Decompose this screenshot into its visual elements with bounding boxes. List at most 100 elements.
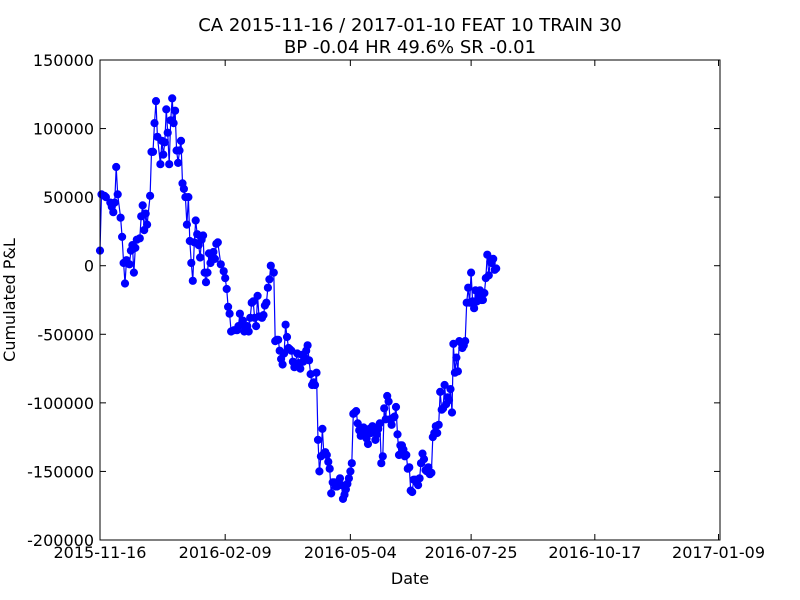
data-point bbox=[179, 184, 188, 193]
data-point bbox=[171, 106, 180, 115]
data-point bbox=[263, 283, 272, 292]
data-point bbox=[274, 335, 283, 344]
data-point bbox=[467, 268, 476, 277]
data-point bbox=[433, 428, 442, 438]
data-point bbox=[377, 459, 386, 468]
data-point bbox=[174, 158, 183, 167]
data-point bbox=[156, 160, 165, 169]
x-tick-label: 2016-05-04 bbox=[304, 543, 397, 562]
data-point bbox=[221, 274, 230, 283]
data-point bbox=[480, 289, 489, 298]
data-point bbox=[101, 193, 111, 202]
data-point bbox=[352, 407, 361, 416]
data-point bbox=[163, 128, 172, 137]
data-point bbox=[262, 298, 271, 307]
series-group bbox=[95, 94, 501, 503]
data-point bbox=[112, 162, 121, 172]
data-point bbox=[238, 316, 247, 325]
data-point bbox=[436, 387, 445, 396]
data-point bbox=[363, 439, 373, 449]
data-point bbox=[165, 160, 174, 169]
data-point bbox=[461, 337, 470, 346]
data-point bbox=[444, 396, 454, 405]
data-point bbox=[113, 190, 122, 199]
data-point bbox=[315, 467, 324, 476]
data-point bbox=[303, 341, 312, 350]
data-point bbox=[470, 304, 479, 313]
data-point bbox=[116, 213, 125, 222]
series-line bbox=[99, 98, 497, 500]
x-tick-label: 2015-11-16 bbox=[54, 543, 147, 562]
data-point bbox=[325, 464, 334, 473]
data-point bbox=[129, 268, 138, 277]
x-tick-label: 2017-01-09 bbox=[672, 543, 765, 562]
data-point bbox=[344, 474, 353, 483]
data-point bbox=[159, 150, 168, 159]
data-point bbox=[434, 420, 443, 429]
data-point bbox=[150, 119, 159, 128]
data-point bbox=[160, 138, 169, 147]
data-point bbox=[346, 467, 355, 476]
data-point bbox=[415, 474, 424, 483]
data-point bbox=[109, 208, 118, 217]
data-point bbox=[378, 452, 387, 461]
y-tick-label: 50000 bbox=[43, 188, 94, 207]
data-point bbox=[464, 283, 473, 292]
data-point bbox=[390, 412, 399, 421]
data-point bbox=[210, 254, 219, 263]
data-point bbox=[176, 136, 186, 145]
data-point bbox=[387, 420, 396, 429]
data-point bbox=[489, 254, 498, 263]
data-point bbox=[453, 367, 462, 376]
data-point bbox=[249, 297, 258, 306]
data-point bbox=[375, 419, 384, 428]
axis-ticks: 150000 100000 50000 0 -50000 -100000 -150000 -2… bbox=[27, 51, 765, 562]
data-point bbox=[235, 309, 244, 318]
data-point bbox=[259, 311, 268, 320]
data-point bbox=[322, 450, 331, 460]
data-point bbox=[335, 474, 345, 483]
y-tick-label: 0 bbox=[84, 257, 94, 276]
data-point bbox=[414, 481, 423, 490]
data-point bbox=[225, 309, 234, 318]
data-point bbox=[182, 220, 191, 229]
data-point bbox=[125, 260, 134, 269]
data-point bbox=[219, 267, 228, 276]
data-point bbox=[327, 489, 336, 498]
data-point bbox=[203, 268, 212, 277]
data-point bbox=[492, 264, 501, 273]
data-point bbox=[296, 364, 305, 373]
data-point bbox=[169, 119, 178, 128]
data-point bbox=[408, 487, 417, 497]
data-point bbox=[384, 397, 393, 406]
y-tick-label: 150000 bbox=[33, 51, 94, 70]
data-point bbox=[143, 220, 152, 229]
data-point bbox=[305, 356, 314, 365]
data-point bbox=[148, 147, 158, 156]
data-point bbox=[201, 278, 211, 287]
data-point bbox=[312, 368, 321, 377]
data-point bbox=[244, 327, 253, 336]
data-point bbox=[282, 332, 292, 342]
data-point bbox=[187, 258, 196, 268]
data-point bbox=[419, 455, 429, 464]
data-point bbox=[427, 468, 436, 477]
data-point bbox=[447, 408, 457, 417]
data-point bbox=[318, 424, 327, 433]
y-tick-label: 100000 bbox=[33, 120, 94, 139]
y-tick-label: -150000 bbox=[27, 462, 94, 481]
data-point bbox=[324, 457, 333, 466]
data-point bbox=[393, 430, 402, 439]
data-point bbox=[110, 198, 119, 207]
data-point bbox=[188, 276, 197, 285]
data-point bbox=[405, 463, 414, 472]
x-axis-label: Date bbox=[391, 569, 429, 588]
data-point bbox=[191, 216, 200, 225]
y-tick-label: -100000 bbox=[27, 394, 94, 413]
data-point bbox=[199, 231, 208, 240]
data-point bbox=[478, 295, 487, 305]
data-point bbox=[135, 234, 144, 243]
data-point bbox=[224, 302, 233, 311]
data-point bbox=[209, 247, 218, 257]
y-tick-label: -200000 bbox=[27, 531, 94, 550]
